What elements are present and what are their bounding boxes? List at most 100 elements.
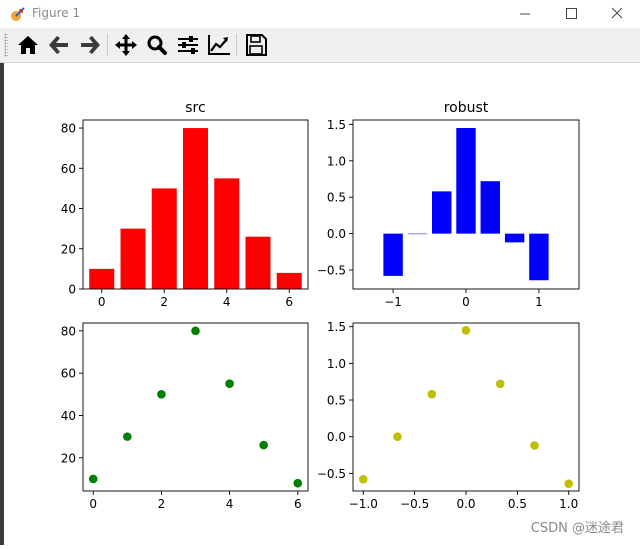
y-tick-label: −0.5 (317, 467, 346, 481)
scatter-point (157, 390, 166, 399)
scatter-point (358, 474, 368, 484)
navigation-toolbar (0, 28, 640, 63)
y-tick-label: 80 (61, 122, 76, 136)
y-tick-label: −0.5 (317, 264, 346, 278)
bar (456, 128, 476, 234)
x-tick-label: −1 (384, 295, 402, 309)
bar (407, 233, 428, 235)
y-tick-label: 80 (61, 324, 76, 338)
y-tick-label: 0.0 (327, 430, 346, 444)
save-button[interactable] (242, 32, 270, 58)
bar (151, 188, 177, 289)
axes-frame (352, 322, 580, 492)
bar (214, 178, 240, 289)
y-tick-label: 60 (61, 162, 76, 176)
y-tick-label: 0.5 (327, 191, 346, 205)
axes-frame (82, 322, 309, 492)
scatter-point (461, 326, 471, 335)
close-button[interactable] (594, 0, 640, 28)
floppy-icon (246, 34, 267, 56)
app-icon (11, 7, 25, 21)
scatter-point (530, 441, 539, 450)
x-tick-label: 2 (160, 295, 168, 309)
arrow-right-icon (81, 36, 100, 54)
bar (529, 233, 549, 281)
window-titlebar: Figure 1 (0, 0, 640, 28)
x-tick-label: 0 (89, 497, 97, 511)
minimize-button[interactable] (502, 0, 548, 28)
x-tick-label: 2 (158, 497, 166, 511)
bar (120, 228, 146, 289)
scatter-point (495, 379, 505, 389)
edit-axis-button[interactable] (205, 32, 233, 58)
window-title: Figure 1 (32, 6, 81, 20)
arrow-left-icon (49, 36, 68, 54)
scatter-point (427, 389, 437, 399)
bar (89, 268, 115, 289)
x-tick-label: 0.5 (508, 497, 527, 511)
y-tick-label: 20 (61, 242, 76, 256)
home-button[interactable] (14, 32, 42, 58)
axes-title: src (185, 100, 205, 116)
x-tick-label: 0.0 (456, 497, 475, 511)
y-tick-label: 1.5 (327, 118, 346, 132)
pan-button[interactable] (112, 32, 140, 58)
scatter-point (225, 379, 234, 389)
configure-subplots-button[interactable] (174, 32, 202, 58)
y-tick-label: 20 (61, 451, 76, 465)
scatter-point (293, 478, 303, 488)
watermark: CSDN @迷途君 (530, 521, 624, 536)
back-button[interactable] (45, 32, 73, 58)
window-left-edge (0, 63, 4, 545)
maximize-button[interactable] (548, 0, 594, 28)
scatter-point (564, 479, 574, 488)
bar (504, 233, 525, 243)
toolbar-separator (236, 34, 237, 56)
magnifier-icon (147, 35, 167, 55)
scatter-point (88, 474, 98, 484)
bar (183, 128, 208, 289)
axes-title: robust (444, 100, 489, 116)
x-tick-label: 6 (294, 497, 302, 511)
scatter-point (393, 432, 402, 442)
x-tick-label: −0.5 (400, 497, 429, 511)
scatter-point (191, 326, 200, 336)
scatter-point (123, 432, 132, 441)
bar (245, 236, 271, 289)
x-tick-label: 4 (226, 497, 234, 511)
y-tick-label: 0.5 (327, 394, 346, 408)
x-tick-label: 0 (98, 295, 106, 309)
sliders-icon (178, 36, 198, 54)
axes-frame (82, 119, 309, 290)
y-tick-label: 1.0 (327, 154, 346, 168)
toolbar-grip[interactable] (4, 33, 8, 57)
y-tick-label: 60 (61, 367, 76, 381)
x-tick-label: 1.0 (559, 497, 578, 511)
home-icon (18, 36, 38, 54)
y-tick-label: 40 (61, 202, 76, 216)
maximize-icon (566, 8, 577, 19)
bar (480, 181, 500, 234)
x-tick-label: 6 (285, 295, 293, 309)
y-tick-label: 0.0 (327, 227, 346, 241)
y-tick-label: 0 (68, 283, 76, 297)
minimize-icon (520, 13, 530, 15)
x-tick-label: 0 (462, 295, 470, 309)
x-tick-label: −1.0 (349, 497, 378, 511)
bar (432, 191, 452, 234)
close-icon (611, 7, 623, 19)
y-tick-label: 40 (61, 409, 76, 423)
forward-button[interactable] (76, 32, 104, 58)
bar (276, 272, 302, 289)
x-tick-label: 1 (535, 295, 543, 309)
figure-canvas[interactable]: 0 2 4 6 0 20 40 60 80 src −1 0 1 −0.5 0.0 0.5 1.0 1.5 robu… (0, 63, 640, 545)
move-icon (115, 34, 137, 56)
toolbar-separator (107, 34, 108, 56)
zoom-button[interactable] (143, 32, 171, 58)
line-chart-icon (208, 35, 230, 55)
x-tick-label: 4 (223, 295, 231, 309)
y-tick-label: 1.5 (327, 320, 346, 334)
scatter-point (259, 440, 268, 450)
bar (383, 233, 403, 276)
